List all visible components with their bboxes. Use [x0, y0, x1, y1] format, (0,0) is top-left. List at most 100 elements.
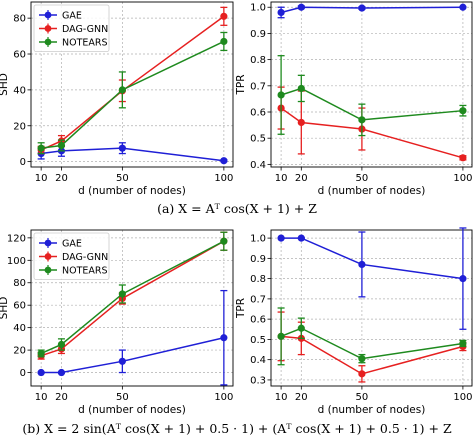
y-tick-label: 40: [13, 85, 26, 96]
y-tick-label: 40: [13, 323, 26, 334]
legend-label: GAE: [62, 239, 82, 250]
series-line: [40, 240, 225, 355]
x-tick-label: 10: [275, 173, 288, 184]
data-point: [459, 339, 467, 348]
y-tick-label: 20: [13, 121, 26, 132]
axes-frame: [270, 1, 473, 168]
x-axis-label: d (number of nodes): [318, 404, 426, 416]
y-tick-label: 0.9: [250, 29, 266, 40]
x-tick-label: 10: [35, 392, 48, 403]
data-point: [459, 154, 467, 162]
data-point: [297, 3, 305, 11]
x-axis-label: d (number of nodes): [78, 185, 186, 197]
series-line: [41, 337, 225, 374]
data-point: [358, 355, 366, 363]
caption-a: (a) X = Aᵀ cos(X + 1) + Z: [157, 201, 317, 216]
y-tick-label: 0.5: [250, 134, 266, 145]
series-line: [41, 40, 225, 149]
x-tick-label: 100: [214, 173, 233, 184]
x-tick-label: 50: [356, 173, 369, 184]
series-line: [280, 327, 464, 360]
series-line: [280, 87, 463, 121]
y-axis-label: TPR: [235, 74, 247, 95]
x-axis-label: d (number of nodes): [78, 404, 186, 416]
y-tick-label: 0.4: [250, 160, 266, 171]
data-point: [297, 84, 305, 93]
legend-marker: [44, 253, 52, 260]
data-point: [37, 349, 45, 358]
data-point: [277, 234, 285, 242]
series-line: [41, 147, 224, 162]
x-tick-label: 50: [116, 392, 129, 403]
chart-panel-b-left: 10 20 50 100 0 20 40 60 80 100 120 d (number of nod…: [0, 229, 234, 416]
y-tick-label: 120: [7, 233, 26, 244]
x-tick-label: 50: [356, 392, 369, 403]
data-point: [37, 144, 45, 152]
y-tick-label: 0.8: [250, 274, 266, 285]
legend-label: DAG-GNN: [62, 24, 108, 35]
data-point: [220, 334, 228, 342]
x-tick-label: 20: [295, 392, 308, 403]
chart-panel-a-left: 10 20 50 100 0 20 40 60 80 d (number of nodes) SHD…: [0, 1, 234, 197]
series-line: [280, 6, 463, 14]
legend-label: DAG-GNN: [62, 252, 108, 263]
data-point: [297, 234, 305, 242]
y-axis-label: SHD: [0, 297, 10, 320]
y-tick-label: 1.0: [250, 234, 266, 245]
y-tick-label: 0.3: [250, 375, 266, 386]
data-point: [118, 86, 126, 94]
x-tick-label: 10: [275, 392, 288, 403]
legend-label: NOTEARS: [62, 38, 108, 49]
series-line: [40, 15, 225, 151]
y-tick-label: 0.5: [250, 335, 266, 346]
data-point: [459, 107, 467, 115]
data-point: [37, 368, 45, 377]
y-tick-label: 0: [20, 368, 26, 379]
data-point: [57, 368, 66, 377]
y-tick-label: 0.6: [250, 108, 266, 119]
legend-marker: [44, 266, 52, 274]
y-tick-label: 0: [20, 157, 26, 168]
data-point: [358, 116, 366, 124]
data-point: [220, 157, 228, 165]
data-point: [57, 141, 66, 150]
axes-frame: [30, 229, 234, 387]
y-tick-label: 0.9: [250, 254, 266, 265]
data-point: [358, 370, 366, 378]
data-point: [358, 4, 366, 12]
x-tick-label: 100: [214, 392, 233, 403]
x-tick-label: 20: [55, 392, 68, 403]
series-line: [280, 107, 464, 159]
chart-panel-b-right: 10 20 50 100 0.3 0.4 0.5 0.6 0.7 0.8 0.9 1.0 d (numb…: [235, 227, 473, 416]
data-point: [297, 118, 305, 127]
data-point: [220, 37, 228, 46]
data-point: [277, 8, 285, 17]
x-tick-label: 10: [35, 173, 48, 184]
axes-frame: [30, 1, 234, 168]
y-axis-label: TPR: [235, 298, 247, 319]
data-point: [459, 275, 467, 283]
y-tick-label: 1.0: [250, 3, 266, 14]
y-tick-label: 60: [13, 50, 26, 61]
y-tick-label: 20: [13, 346, 26, 357]
y-tick-label: 0.7: [250, 294, 266, 305]
y-tick-label: 0.4: [250, 355, 266, 366]
x-tick-label: 100: [453, 392, 472, 403]
series-line: [281, 335, 464, 375]
x-tick-label: 100: [453, 173, 472, 184]
data-point: [57, 340, 66, 349]
x-axis-label: d (number of nodes): [318, 185, 426, 197]
legend-box: [33, 232, 110, 280]
legend-marker: [44, 38, 52, 46]
data-point: [118, 144, 126, 152]
legend-label: GAE: [62, 11, 82, 22]
y-tick-label: 0.7: [250, 81, 266, 92]
y-tick-label: 100: [7, 256, 26, 267]
data-point: [220, 12, 228, 20]
data-point: [277, 332, 285, 340]
legend-box: [33, 4, 110, 52]
data-point: [118, 357, 126, 365]
legend-label: NOTEARS: [62, 266, 108, 277]
axes-frame: [270, 229, 473, 387]
